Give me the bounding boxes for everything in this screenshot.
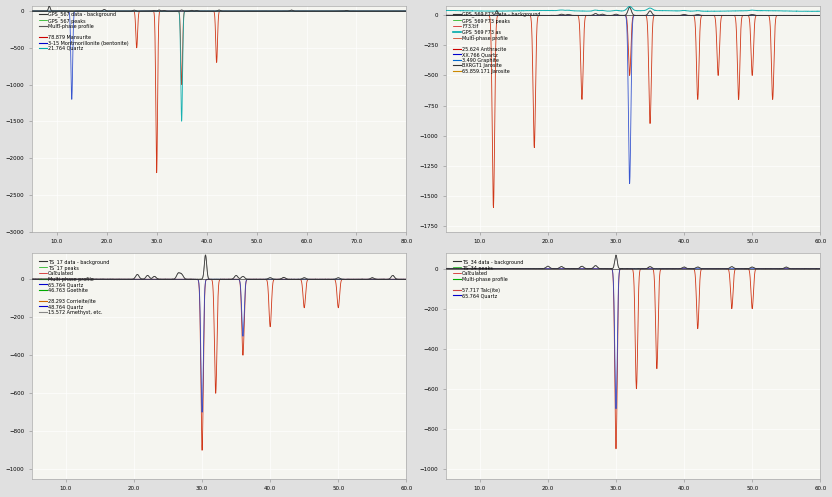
Legend: GPS_567 data - background, GPS_567 peaks, Multi-phase profile, , 78.879 Mansurit: GPS_567 data - background, GPS_567 peaks… [38,10,131,53]
Legend: TS_34 data - background, TS_34 peaks, Calculated, Multi-phase profile, , 57.717 : TS_34 data - background, TS_34 peaks, Ca… [452,257,525,300]
Legend: GPS_569 F73 data - background, GPS_569 F73 peaks, F73.cif, GPS_569 F73 as, Multi: GPS_569 F73 data - background, GPS_569 F… [452,10,542,75]
Legend: TS_17 data - background, TS_17 peaks, Calculated, Multi-phase profile, 65.764 Qu: TS_17 data - background, TS_17 peaks, Ca… [38,257,111,316]
